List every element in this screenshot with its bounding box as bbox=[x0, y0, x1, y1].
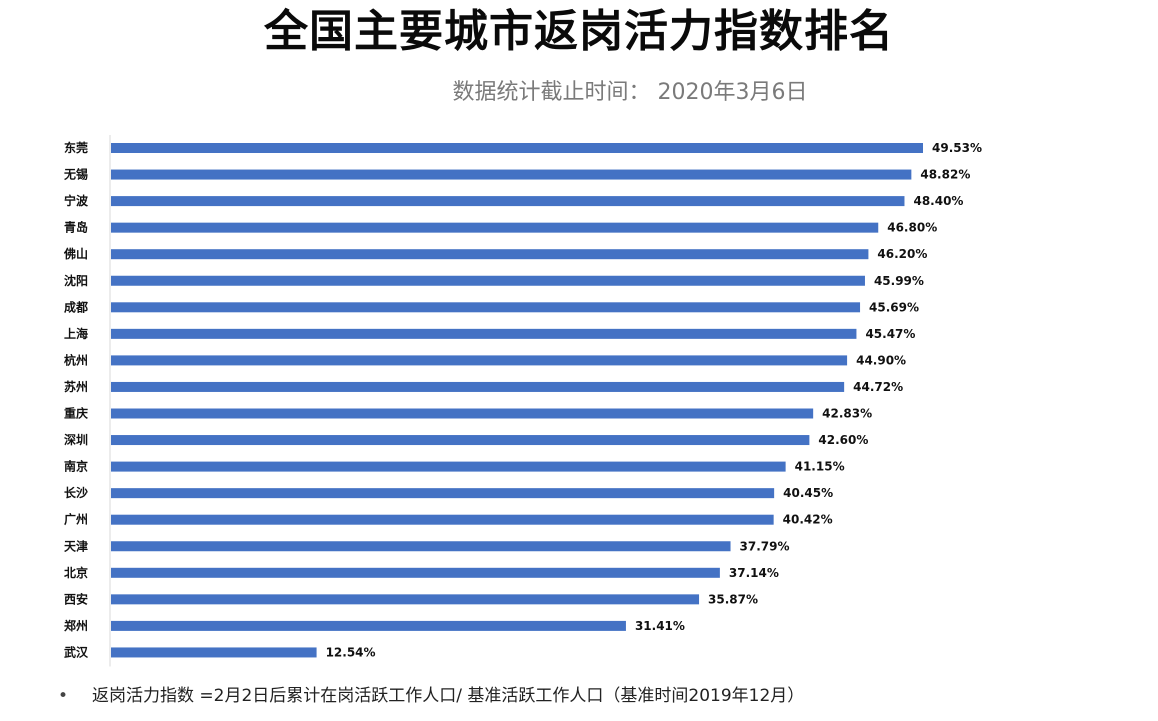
data-label: 42.83% bbox=[822, 407, 872, 421]
data-label: 40.42% bbox=[783, 513, 833, 527]
data-label: 44.90% bbox=[856, 353, 906, 367]
category-label: 天津 bbox=[64, 538, 88, 553]
data-label: 45.69% bbox=[869, 300, 919, 314]
bar bbox=[111, 567, 720, 578]
category-label: 东莞 bbox=[64, 140, 88, 155]
category-label: 上海 bbox=[64, 326, 88, 341]
bar bbox=[111, 541, 731, 552]
category-label: 杭州 bbox=[64, 352, 88, 367]
bar bbox=[111, 514, 774, 525]
chart-subtitle: 数据统计截止时间： 2020年3月6日 bbox=[452, 80, 808, 105]
data-label: 37.79% bbox=[740, 539, 790, 553]
data-label: 44.72% bbox=[853, 380, 903, 394]
bar bbox=[111, 275, 865, 286]
bar bbox=[111, 461, 786, 472]
data-label: 46.80% bbox=[887, 221, 937, 235]
footnote-text: 返岗活力指数 =2月2日后累计在岗活跃工作人口/ 基准活跃工作人口（基准时间20… bbox=[92, 686, 805, 706]
category-label: 重庆 bbox=[64, 406, 88, 421]
data-label: 40.45% bbox=[783, 486, 833, 500]
category-label: 西安 bbox=[64, 591, 88, 606]
category-label: 沈阳 bbox=[64, 273, 88, 288]
category-label: 郑州 bbox=[64, 618, 88, 633]
footnote: • 返岗活力指数 =2月2日后累计在岗活跃工作人口/ 基准活跃工作人口（基准时间2… bbox=[58, 684, 804, 708]
category-label: 武汉 bbox=[64, 644, 89, 659]
bar bbox=[111, 169, 912, 180]
bar bbox=[111, 328, 857, 339]
bar bbox=[111, 647, 317, 658]
category-label: 南京 bbox=[64, 459, 88, 474]
bar bbox=[111, 620, 626, 631]
category-label: 长沙 bbox=[64, 485, 88, 500]
data-label: 12.54% bbox=[326, 645, 376, 659]
bar bbox=[111, 302, 861, 313]
bar bbox=[111, 355, 848, 366]
category-label: 青岛 bbox=[64, 220, 88, 235]
data-label: 46.20% bbox=[877, 247, 927, 261]
footnote-bullet: • bbox=[58, 686, 69, 706]
category-label: 北京 bbox=[64, 565, 88, 580]
bar bbox=[111, 143, 923, 153]
chart-title: 全国主要城市返岗活力指数排名 bbox=[264, 6, 894, 57]
bar bbox=[111, 488, 775, 499]
data-label: 49.53% bbox=[932, 141, 982, 155]
category-label: 深圳 bbox=[64, 432, 88, 447]
bar bbox=[111, 222, 879, 233]
category-label: 佛山 bbox=[63, 246, 88, 261]
data-label: 37.14% bbox=[729, 566, 779, 580]
category-label: 苏州 bbox=[64, 379, 88, 394]
category-label: 宁波 bbox=[64, 193, 89, 208]
data-label: 48.82% bbox=[920, 168, 970, 182]
bar bbox=[111, 594, 700, 605]
category-label: 无锡 bbox=[63, 167, 88, 182]
bar bbox=[111, 196, 905, 207]
data-label: 41.15% bbox=[795, 460, 845, 474]
data-label: 48.40% bbox=[913, 194, 963, 208]
bar bbox=[111, 381, 845, 392]
data-label: 45.47% bbox=[865, 327, 915, 341]
data-label: 45.99% bbox=[874, 274, 924, 288]
bar bbox=[111, 249, 869, 260]
data-label: 31.41% bbox=[635, 619, 685, 633]
category-label: 广州 bbox=[64, 512, 88, 527]
data-label: 42.60% bbox=[818, 433, 868, 447]
category-label: 成都 bbox=[64, 299, 88, 314]
bar bbox=[111, 435, 810, 446]
data-label: 35.87% bbox=[708, 592, 758, 606]
bar bbox=[111, 408, 814, 419]
